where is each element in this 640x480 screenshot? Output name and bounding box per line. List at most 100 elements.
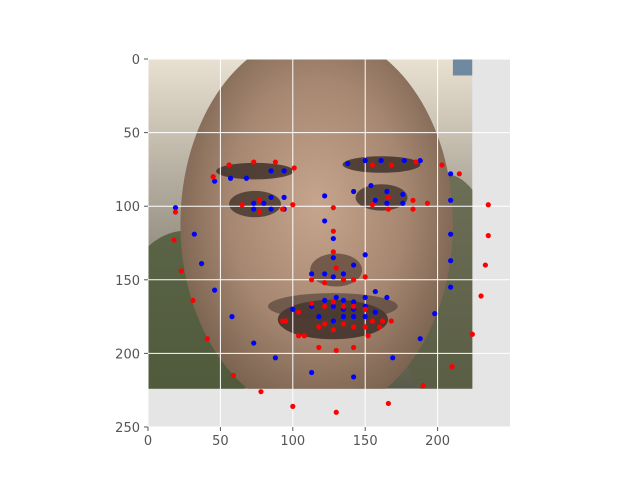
x-tick-label: 200	[425, 434, 450, 449]
x-tick-label: 0	[144, 434, 152, 449]
data-point	[351, 374, 357, 380]
data-point	[251, 206, 257, 212]
data-point	[268, 168, 274, 174]
data-point	[322, 280, 328, 286]
data-point	[190, 297, 196, 304]
data-point	[322, 303, 328, 309]
photo-right-brow	[342, 156, 421, 173]
data-point	[377, 324, 383, 330]
data-point	[330, 228, 336, 234]
data-point	[280, 318, 286, 324]
data-point	[482, 262, 488, 268]
y-tick-label: 200	[115, 347, 140, 362]
data-point	[198, 261, 205, 267]
data-point	[365, 333, 371, 339]
data-point	[456, 171, 462, 177]
data-point	[362, 324, 368, 330]
data-point	[432, 311, 438, 317]
data-point	[340, 321, 347, 327]
data-point	[333, 347, 339, 354]
data-point	[448, 231, 454, 237]
data-point	[256, 197, 263, 203]
data-point	[384, 200, 390, 206]
data-point	[330, 249, 336, 255]
data-point	[372, 197, 378, 203]
data-point	[485, 202, 491, 208]
x-tick-label: 150	[353, 434, 378, 449]
data-point	[351, 262, 357, 268]
data-point	[256, 209, 263, 215]
data-point	[485, 233, 491, 239]
data-point	[410, 197, 416, 203]
data-point	[362, 274, 368, 280]
data-point	[268, 194, 274, 200]
y-tick-label: 150	[115, 274, 140, 289]
data-point	[322, 193, 328, 199]
data-point	[229, 314, 235, 320]
data-point	[268, 206, 274, 212]
data-point	[191, 231, 197, 237]
photo-sky-patch	[452, 59, 473, 76]
data-point	[226, 162, 232, 168]
data-point	[330, 318, 336, 324]
data-point	[330, 235, 336, 242]
data-point	[369, 162, 376, 168]
data-point	[449, 364, 455, 370]
data-point	[362, 306, 368, 312]
photo-face	[180, 59, 453, 389]
data-point	[351, 324, 357, 330]
data-point	[316, 314, 322, 320]
data-point	[204, 336, 210, 342]
data-point	[172, 209, 179, 215]
data-point	[230, 372, 237, 379]
data-point	[345, 160, 351, 167]
data-point	[439, 162, 445, 168]
data-point	[385, 400, 391, 407]
face-photo-image	[148, 59, 473, 389]
data-point	[280, 206, 286, 212]
data-point	[385, 206, 391, 212]
data-point	[372, 309, 378, 315]
data-point	[351, 299, 357, 305]
data-point	[424, 200, 431, 206]
data-point	[290, 403, 296, 409]
data-point	[322, 271, 328, 277]
data-point	[178, 268, 184, 274]
data-point	[309, 271, 315, 277]
data-point	[251, 159, 257, 165]
y-tick-label: 100	[115, 200, 140, 215]
data-point	[362, 314, 368, 320]
data-point	[301, 333, 307, 339]
data-point	[384, 188, 390, 195]
data-point	[227, 175, 234, 181]
data-point	[291, 165, 297, 171]
data-point	[369, 318, 376, 324]
data-point	[351, 277, 357, 283]
data-point	[368, 182, 374, 189]
data-point	[322, 297, 328, 304]
data-point	[417, 157, 423, 164]
data-point	[362, 294, 368, 301]
y-tick-label: 250	[115, 421, 140, 436]
data-point	[212, 287, 218, 293]
data-point	[340, 303, 347, 309]
data-point	[330, 274, 336, 280]
data-point	[410, 206, 416, 212]
data-point	[290, 202, 296, 208]
x-tick-label: 100	[280, 434, 305, 449]
data-point	[281, 194, 287, 200]
data-point	[351, 303, 357, 309]
data-point	[309, 277, 315, 283]
x-tick-label: 50	[212, 434, 229, 449]
data-point	[388, 318, 394, 324]
data-point	[258, 389, 264, 395]
data-point	[309, 300, 315, 306]
data-point	[362, 252, 368, 258]
data-point	[388, 162, 394, 168]
grid-lines	[147, 58, 510, 428]
data-point	[413, 159, 419, 165]
data-point	[295, 333, 302, 339]
data-point	[172, 205, 179, 211]
data-point	[379, 318, 386, 324]
